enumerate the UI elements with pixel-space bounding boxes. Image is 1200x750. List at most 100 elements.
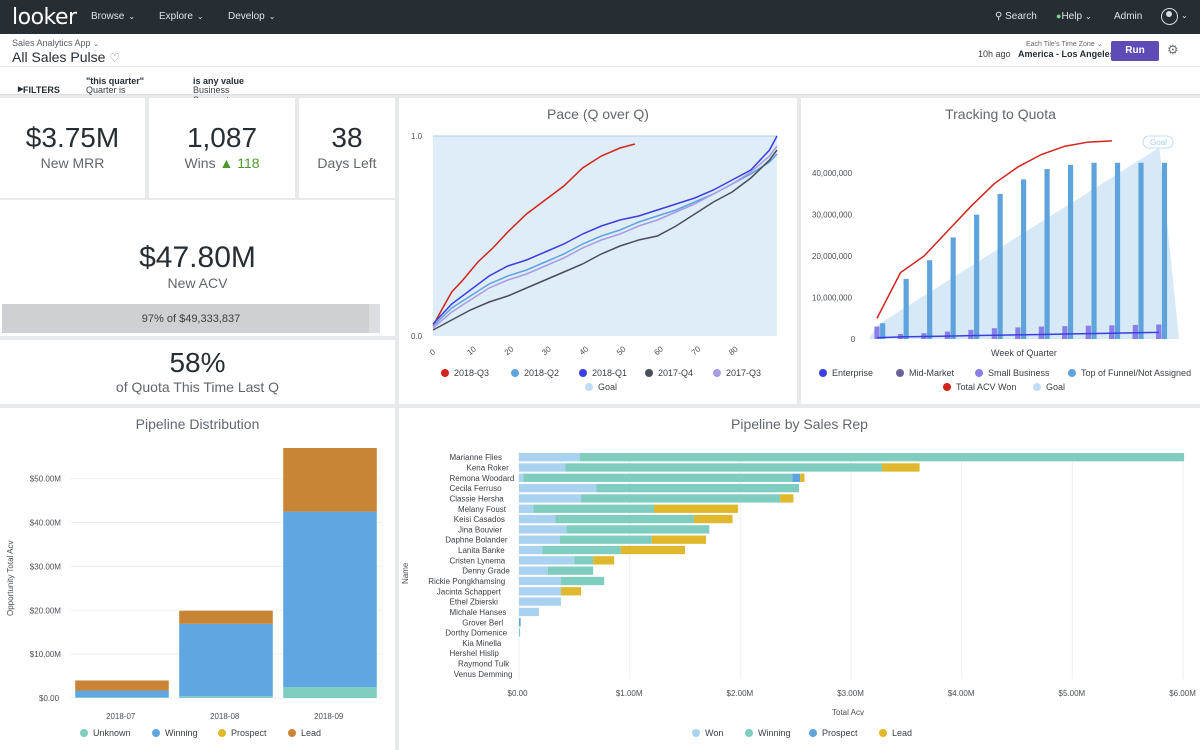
gear-icon[interactable]: ⚙ bbox=[1167, 42, 1179, 57]
legend-item[interactable]: 2018-Q3 bbox=[441, 368, 489, 378]
y-tick-label: 30,000,000 bbox=[812, 211, 853, 220]
nav-browse[interactable]: Browse ⌄ bbox=[91, 11, 135, 22]
app-name[interactable]: Sales Analytics App ⌄ bbox=[12, 38, 99, 48]
legend-item[interactable]: 2017-Q4 bbox=[645, 368, 693, 378]
legend-item[interactable]: Top of Funnel/Not Assigned bbox=[1068, 368, 1191, 378]
nav-admin[interactable]: Admin bbox=[1114, 11, 1143, 22]
goal-area bbox=[433, 136, 777, 336]
legend-label: Goal bbox=[1046, 382, 1066, 392]
legend-item[interactable]: Won bbox=[692, 728, 723, 738]
legend-dot-icon bbox=[975, 369, 983, 377]
y-tick-label: Marianne Flies bbox=[450, 453, 502, 462]
y-tick-label: Raymond Tulk bbox=[458, 660, 510, 669]
legend-item[interactable]: Mid-Market bbox=[896, 368, 954, 378]
bar bbox=[1161, 162, 1168, 339]
legend-label: Prospect bbox=[231, 728, 267, 738]
y-tick-label: Classie Hersha bbox=[450, 494, 505, 503]
heart-icon[interactable]: ♡ bbox=[109, 51, 121, 65]
legend-dot-icon bbox=[80, 729, 88, 737]
y-tick-label: Kena Roker bbox=[467, 463, 510, 472]
tile-new-mrr: $3.75M New MRR bbox=[0, 98, 145, 198]
filter-bar: ▶ FILTERS Quarter is "this quarter" Busi… bbox=[0, 67, 1200, 105]
series-line bbox=[432, 143, 636, 327]
legend-item[interactable]: Lead bbox=[288, 728, 321, 738]
legend-item[interactable]: Prospect bbox=[218, 728, 267, 738]
bar bbox=[880, 323, 886, 339]
stacked-bar-segment bbox=[519, 525, 567, 534]
filter-quarter-label: Quarter is bbox=[86, 85, 126, 95]
legend-dot-icon bbox=[745, 729, 753, 737]
legend-item[interactable]: Small Business bbox=[975, 368, 1050, 378]
legend-label: Lead bbox=[892, 728, 913, 738]
legend-dot-icon bbox=[1033, 383, 1041, 391]
filter-business-segment[interactable]: Business Segment is any value bbox=[193, 76, 244, 105]
stacked-bar-segment bbox=[593, 556, 615, 565]
tile-pipeline-by-rep: Pipeline by Sales Rep $0.00 $1.00M $2.00M $… bbox=[399, 408, 1200, 750]
chart-title: Pace (Q over Q) bbox=[547, 106, 649, 122]
nav-develop-label: Develop bbox=[228, 11, 265, 22]
stacked-bar-segment bbox=[566, 525, 710, 534]
legend-item[interactable]: 2018-Q2 bbox=[511, 368, 559, 378]
progress-pct: 97% bbox=[141, 313, 164, 325]
legend-dot-icon bbox=[288, 729, 296, 737]
progress-of: of bbox=[166, 313, 177, 325]
x-tick-label: 2018-09 bbox=[314, 712, 344, 721]
stacked-bar-segment bbox=[283, 687, 377, 698]
user-avatar-icon[interactable] bbox=[1161, 8, 1178, 25]
tile-quota-last-q: 58% of Quota This Time Last Q bbox=[0, 340, 395, 404]
kpi-value: 1,087 bbox=[186, 122, 258, 153]
chevron-down-icon[interactable]: ⌄ bbox=[1181, 11, 1188, 20]
stacked-bar-segment bbox=[519, 556, 575, 565]
nav-explore[interactable]: Explore ⌄ bbox=[159, 11, 204, 22]
legend-item[interactable]: Winning bbox=[152, 728, 198, 738]
legend-label: Enterprise bbox=[832, 368, 874, 378]
nav-help[interactable]: ●Help ⌄ bbox=[1056, 11, 1092, 22]
filters-toggle-label: FILTERS bbox=[23, 85, 60, 95]
kpi-label: of Quota This Time Last Q bbox=[115, 379, 280, 395]
legend-item[interactable]: Winning bbox=[745, 728, 791, 738]
dashboard-header: Sales Analytics App ⌄ All Sales Pulse ♡ 1… bbox=[0, 34, 1200, 67]
legend-label: Winning bbox=[165, 728, 198, 738]
filter-quarter[interactable]: Quarter is "this quarter" bbox=[86, 76, 144, 95]
y-tick-label: Rickie Pongkhamsing bbox=[428, 577, 505, 586]
progress-fill bbox=[2, 304, 369, 333]
bar bbox=[1138, 162, 1144, 339]
y-tick-label: 0 bbox=[851, 335, 856, 344]
bar bbox=[997, 193, 1003, 339]
filters-toggle[interactable]: ▶ FILTERS bbox=[18, 76, 60, 95]
legend-item[interactable]: Unknown bbox=[80, 728, 131, 738]
stacked-bar-segment bbox=[620, 545, 685, 555]
legend-item[interactable]: Goal bbox=[585, 382, 617, 392]
bar bbox=[874, 326, 880, 339]
y-tick-label: Cecila Ferruso bbox=[450, 484, 503, 493]
pipeline-distribution-plot: $0.00 $10.00M $20.00M $30.00M $40.00M $50.00M… bbox=[6, 448, 382, 721]
stacked-bar-segment bbox=[654, 504, 739, 513]
stacked-bar-segment bbox=[792, 473, 801, 482]
timezone-select[interactable]: America - Los Angeles bbox=[1018, 49, 1115, 59]
run-button[interactable]: Run bbox=[1111, 41, 1159, 61]
legend-item[interactable]: Enterprise bbox=[819, 368, 873, 378]
stacked-bar-segment bbox=[565, 463, 882, 472]
progress-text: 97% of $49,333,837 bbox=[2, 313, 380, 325]
pipeline-by-rep-plot: $0.00 $1.00M $2.00M $3.00M $4.00M $5.00M $6.00… bbox=[401, 452, 1196, 717]
nav-search[interactable]: ⚲ Search bbox=[995, 11, 1037, 22]
looker-logo[interactable]: looker bbox=[12, 5, 77, 30]
bar bbox=[1021, 179, 1027, 339]
legend-item[interactable]: 2017-Q3 bbox=[713, 368, 761, 378]
stacked-bar-segment bbox=[574, 556, 594, 565]
nav-help-label: Help bbox=[1061, 11, 1083, 22]
kpi-label: Wins ▲ 118 bbox=[149, 155, 295, 171]
stacked-bar-segment bbox=[561, 576, 605, 586]
bar bbox=[1015, 327, 1021, 339]
legend-item[interactable]: 2018-Q1 bbox=[579, 368, 627, 378]
stacked-bar-segment bbox=[693, 514, 733, 524]
stacked-bar-segment bbox=[519, 587, 562, 596]
legend-item[interactable]: Prospect bbox=[809, 728, 858, 738]
nav-browse-label: Browse bbox=[91, 11, 125, 22]
legend-item[interactable]: Lead bbox=[879, 728, 912, 738]
legend-dot-icon bbox=[585, 383, 593, 391]
nav-develop[interactable]: Develop ⌄ bbox=[228, 11, 275, 22]
stacked-bar-segment bbox=[559, 535, 652, 544]
legend-item[interactable]: Goal bbox=[1033, 382, 1065, 392]
legend-item[interactable]: Total ACV Won bbox=[943, 382, 1016, 392]
